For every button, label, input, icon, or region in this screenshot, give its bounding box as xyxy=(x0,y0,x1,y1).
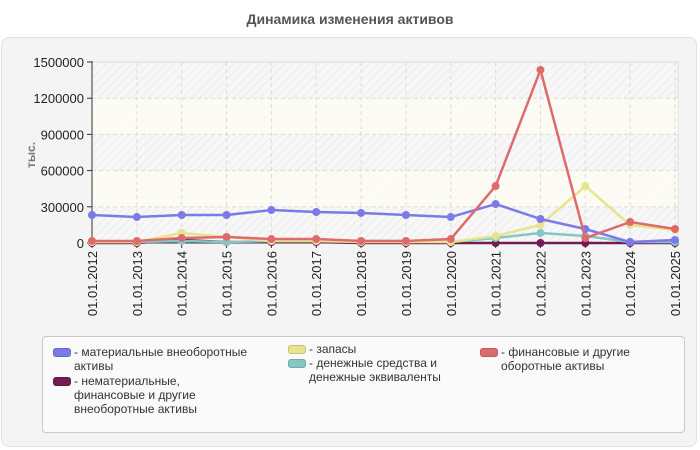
svg-text:01.01.2025: 01.01.2025 xyxy=(668,251,683,316)
svg-text:900000: 900000 xyxy=(41,127,84,142)
legend-item-intangible-noncurrent: - нематериальные, финансовые и другие вн… xyxy=(53,374,197,416)
legend-swatch-icon xyxy=(480,348,498,357)
svg-text:01.01.2013: 01.01.2013 xyxy=(130,251,145,316)
data-point xyxy=(446,235,455,244)
data-point xyxy=(671,225,679,234)
data-point xyxy=(671,235,679,244)
data-point xyxy=(267,235,276,244)
svg-text:01.01.2023: 01.01.2023 xyxy=(578,251,593,316)
data-series xyxy=(88,65,679,247)
data-point xyxy=(357,236,366,245)
data-point xyxy=(222,211,231,220)
svg-text:01.01.2017: 01.01.2017 xyxy=(309,251,324,316)
legend-item-cash: - денежные средства и денежные эквивален… xyxy=(288,356,441,384)
data-point xyxy=(536,65,545,74)
legend-item-inventory: - запасы xyxy=(288,342,356,356)
svg-text:01.01.2012: 01.01.2012 xyxy=(85,251,100,316)
data-point xyxy=(401,211,410,220)
y-axis-label: тыс. xyxy=(24,142,38,168)
data-point xyxy=(88,236,96,245)
data-point xyxy=(626,218,635,227)
data-point xyxy=(491,182,500,191)
svg-text:01.01.2019: 01.01.2019 xyxy=(399,251,414,316)
data-point xyxy=(626,238,635,247)
data-point xyxy=(267,206,276,215)
svg-text:1200000: 1200000 xyxy=(33,91,84,106)
series-line xyxy=(88,65,679,245)
legend-swatch-icon xyxy=(53,348,71,357)
chart-title: Динамика изменения активов xyxy=(246,11,454,27)
data-point xyxy=(88,211,96,220)
data-point xyxy=(536,239,545,247)
data-point xyxy=(491,200,500,209)
data-point xyxy=(536,228,545,237)
svg-text:01.01.2018: 01.01.2018 xyxy=(354,251,369,316)
data-point xyxy=(536,214,545,223)
legend-swatch-icon xyxy=(53,377,71,386)
data-point xyxy=(222,232,231,241)
svg-text:01.01.2014: 01.01.2014 xyxy=(175,251,190,316)
data-point xyxy=(491,232,500,241)
data-point xyxy=(177,211,186,220)
data-point xyxy=(446,213,455,222)
data-point xyxy=(581,234,590,243)
legend-item-financial-current: - финансовые и другие оборотные активы xyxy=(480,345,630,373)
svg-text:01.01.2015: 01.01.2015 xyxy=(220,251,235,316)
svg-text:01.01.2022: 01.01.2022 xyxy=(533,251,548,316)
svg-text:01.01.2021: 01.01.2021 xyxy=(489,251,504,316)
legend-item-tangible-noncurrent: - материальные внеоборотные активы xyxy=(53,345,247,373)
chart-legend: - материальные внеоборотные активы - нем… xyxy=(42,336,685,433)
plot-area xyxy=(91,61,679,244)
data-point xyxy=(132,213,141,222)
series-line xyxy=(88,200,679,247)
data-point xyxy=(536,221,545,230)
data-point xyxy=(357,208,366,217)
data-point xyxy=(132,236,141,245)
svg-text:600000: 600000 xyxy=(41,164,84,179)
data-point xyxy=(312,235,321,244)
data-point xyxy=(312,207,321,216)
svg-text:0: 0 xyxy=(77,236,84,251)
axes: 0 300000 600000 900000 1200000 1500000 01.01.2… xyxy=(33,55,683,316)
legend-swatch-icon xyxy=(288,345,306,354)
svg-text:01.01.2020: 01.01.2020 xyxy=(444,251,459,316)
data-point xyxy=(581,182,590,191)
legend-swatch-icon xyxy=(288,359,306,368)
svg-text:01.01.2016: 01.01.2016 xyxy=(264,251,279,316)
svg-text:300000: 300000 xyxy=(41,200,84,215)
svg-text:01.01.2024: 01.01.2024 xyxy=(623,251,638,316)
data-point xyxy=(401,236,410,245)
data-point xyxy=(177,234,186,243)
svg-text:1500000: 1500000 xyxy=(33,55,84,70)
